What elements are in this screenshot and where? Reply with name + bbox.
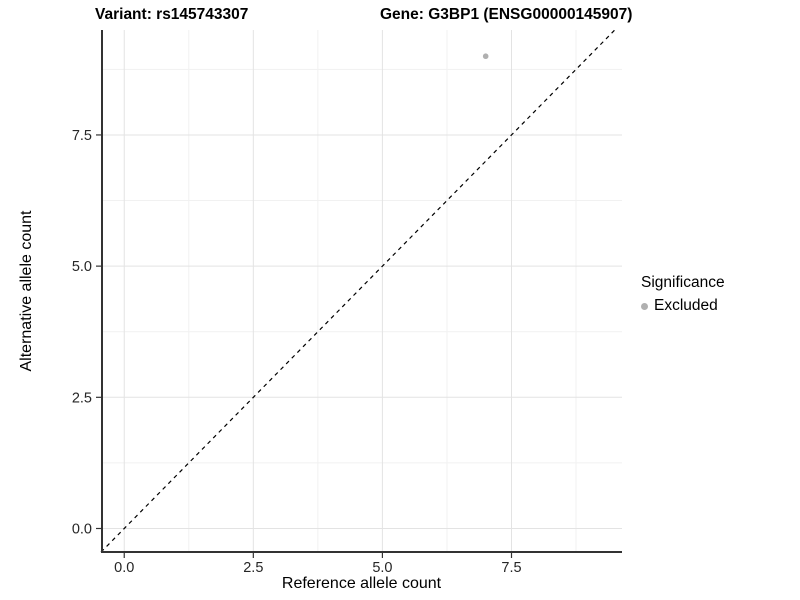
plot-panel: 0.0 2.5 5.0 7.5 0.0 2.5 5.0 7.5 [72, 29, 622, 576]
x-axis-title: Reference allele count [281, 575, 442, 592]
x-tick-label: 7.5 [501, 560, 521, 576]
x-tick-label: 2.5 [243, 560, 263, 576]
plot-svg: 0.0 2.5 5.0 7.5 0.0 2.5 5.0 7.5 [72, 29, 622, 576]
scatter-point[interactable] [482, 53, 489, 60]
y-tick-label: 2.5 [72, 390, 92, 406]
identity-dashed-line [100, 29, 616, 553]
legend: Significance Excluded [641, 273, 725, 316]
legend-item-label: Excluded [654, 297, 718, 314]
x-tick-label: 5.0 [372, 560, 392, 576]
y-tick-label: 7.5 [72, 128, 92, 144]
y-tick-label: 5.0 [72, 259, 92, 275]
y-axis-title: Alternative allele count [18, 210, 35, 372]
excluded-point-icon [641, 302, 648, 310]
legend-item-excluded: Excluded [641, 296, 725, 316]
y-tick-label: 0.0 [72, 521, 92, 537]
gene-title: Gene: G3BP1 (ENSG00000145907) [380, 6, 633, 23]
variant-title: Variant: rs145743307 [95, 6, 249, 23]
x-tick-label: 0.0 [114, 560, 134, 576]
legend-title: Significance [641, 274, 725, 291]
